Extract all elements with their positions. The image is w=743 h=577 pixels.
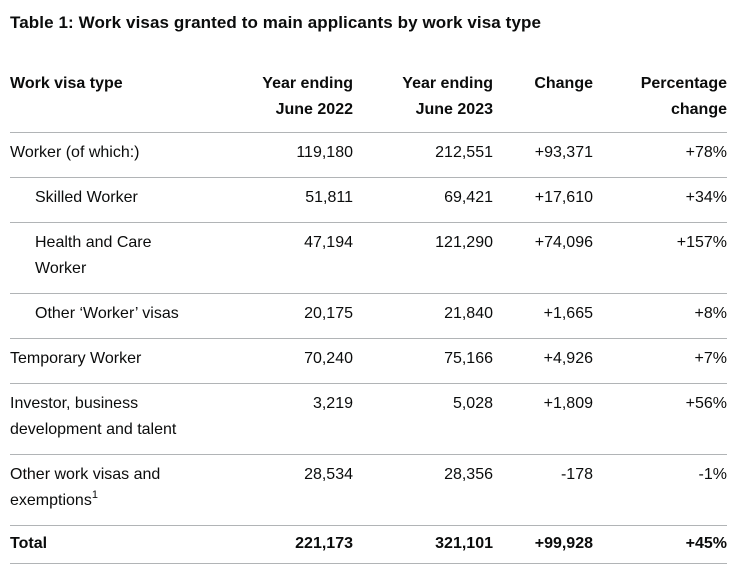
cell-ye2022: 51,811 [195, 177, 353, 223]
cell-percentage-change: -1% [593, 454, 727, 526]
header-line: Year ending [402, 75, 493, 92]
col-header-percentage-change: Percentage change [593, 71, 727, 133]
table-row-total: Total 221,173 321,101 +99,928 +45% [10, 525, 727, 564]
header-line: Year ending [262, 75, 353, 92]
cell-ye2022: 221,173 [195, 525, 353, 564]
cell-ye2023: 212,551 [353, 132, 493, 178]
cell-ye2023: 28,356 [353, 454, 493, 526]
cell-ye2022: 28,534 [195, 454, 353, 526]
cell-percentage-change: +78% [593, 132, 727, 178]
cell-percentage-change: +7% [593, 338, 727, 384]
table-row-health-and-care-worker: Health and Care Worker 47,194 121,290 +7… [10, 222, 727, 294]
cell-visa-type: Other work visas and exemptions1 [10, 454, 195, 526]
cell-change: +74,096 [493, 222, 593, 294]
cell-percentage-change: +157% [593, 222, 727, 294]
cell-percentage-change: +34% [593, 177, 727, 223]
work-visas-table: Work visa type Year ending June 2022 Yea… [10, 71, 727, 564]
cell-visa-type: Worker (of which:) [10, 132, 195, 178]
col-header-year-ending-2022: Year ending June 2022 [195, 71, 353, 133]
cell-ye2023: 5,028 [353, 383, 493, 455]
visa-type-label: Other work visas and exemptions [10, 466, 161, 509]
cell-ye2023: 321,101 [353, 525, 493, 564]
table-title: Table 1: Work visas granted to main appl… [10, 13, 542, 32]
header-line: Percentage [640, 75, 727, 92]
cell-change: +99,928 [493, 525, 593, 564]
col-header-change: Change [493, 71, 593, 133]
col-header-visa-type: Work visa type [10, 71, 195, 133]
cell-visa-type: Temporary Worker [10, 338, 195, 384]
cell-change: -178 [493, 454, 593, 526]
cell-ye2022: 3,219 [195, 383, 353, 455]
cell-visa-type: Investor, business development and talen… [10, 383, 195, 455]
cell-ye2023: 21,840 [353, 293, 493, 339]
table-row-temporary-worker: Temporary Worker 70,240 75,166 +4,926 +7… [10, 338, 727, 384]
table-row-other-worker-visas: Other ‘Worker’ visas 20,175 21,840 +1,66… [10, 293, 727, 339]
cell-change: +93,371 [493, 132, 593, 178]
cell-change: +1,665 [493, 293, 593, 339]
cell-visa-type: Total [10, 525, 195, 564]
cell-percentage-change: +45% [593, 525, 727, 564]
header-line: June 2022 [275, 101, 353, 118]
cell-ye2022: 119,180 [195, 132, 353, 178]
cell-ye2022: 70,240 [195, 338, 353, 384]
cell-change: +17,610 [493, 177, 593, 223]
cell-visa-type: Skilled Worker [10, 177, 195, 223]
cell-ye2023: 69,421 [353, 177, 493, 223]
cell-ye2022: 47,194 [195, 222, 353, 294]
table-header-row: Work visa type Year ending June 2022 Yea… [10, 71, 727, 133]
cell-visa-type: Health and Care Worker [10, 222, 195, 294]
header-line: June 2023 [415, 101, 493, 118]
footnote-marker: 1 [91, 488, 98, 501]
cell-percentage-change: +56% [593, 383, 727, 455]
cell-change: +4,926 [493, 338, 593, 384]
cell-ye2023: 75,166 [353, 338, 493, 384]
cell-visa-type: Other ‘Worker’ visas [10, 293, 195, 339]
table-row-investor-business-development-talent: Investor, business development and talen… [10, 383, 727, 455]
cell-percentage-change: +8% [593, 293, 727, 339]
table-row-skilled-worker: Skilled Worker 51,811 69,421 +17,610 +34… [10, 177, 727, 223]
table-row-other-work-visas-exemptions: Other work visas and exemptions1 28,534 … [10, 454, 727, 526]
table-row-worker: Worker (of which:) 119,180 212,551 +93,3… [10, 132, 727, 178]
cell-change: +1,809 [493, 383, 593, 455]
header-line: change [670, 101, 727, 118]
cell-ye2022: 20,175 [195, 293, 353, 339]
cell-ye2023: 121,290 [353, 222, 493, 294]
col-header-year-ending-2023: Year ending June 2023 [353, 71, 493, 133]
